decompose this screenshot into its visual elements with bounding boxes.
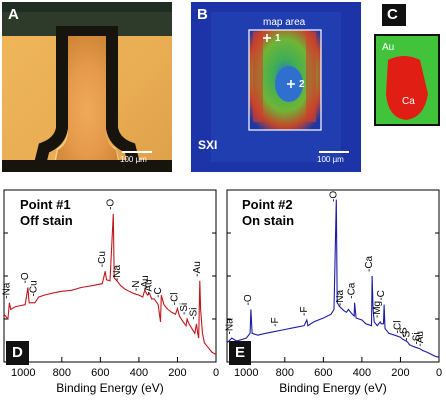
sxi-label: SXI xyxy=(198,138,218,152)
peak-label: -Na xyxy=(335,289,346,306)
peak-label: -C xyxy=(376,290,387,301)
x-tick-label: 0 xyxy=(436,367,442,379)
x-tick-label: 600 xyxy=(91,367,109,379)
peak-label: -Na xyxy=(1,282,12,299)
x-tick-label: 0 xyxy=(213,367,219,379)
peak-label: -S xyxy=(402,330,413,340)
peak-label: -Si xyxy=(179,303,190,315)
peak-label: -O xyxy=(243,294,254,305)
scale-bar-text: 100 µm xyxy=(120,155,147,164)
peak-label: -S xyxy=(399,327,410,337)
peak-label: -N xyxy=(131,281,142,292)
peak-label: -Cl xyxy=(393,321,404,334)
point-1-label: 1 xyxy=(275,33,281,44)
x-tick-label: 200 xyxy=(168,367,186,379)
x-tick-label: 400 xyxy=(130,367,148,379)
peak-label: -O xyxy=(20,272,31,283)
peak-label: -O xyxy=(105,199,116,210)
x-tick-label: 400 xyxy=(353,367,371,379)
peak-label: -Mg xyxy=(372,301,383,318)
spectrum-line xyxy=(226,199,440,358)
x-tick-label: 800 xyxy=(53,367,71,379)
peak-label: -Au xyxy=(192,261,203,277)
micrograph-image xyxy=(2,2,172,172)
peak-label: -Au xyxy=(415,331,426,347)
peak-label: -Cu xyxy=(28,280,39,296)
peak-label: -C xyxy=(153,287,164,298)
peak-label: -Ca xyxy=(347,282,358,299)
peak-label: -F xyxy=(270,317,281,326)
x-tick-label: 200 xyxy=(391,367,409,379)
overlay-image xyxy=(376,36,438,124)
peak-label: -Ca xyxy=(364,255,375,272)
ca-label: Ca xyxy=(402,96,415,107)
peak-label: -Na xyxy=(112,264,123,281)
peak-label: -Au xyxy=(144,279,155,295)
panel-b-sxi-map: B map area 1 2 SXI 100 µm xyxy=(191,2,361,172)
point-2-label: 2 xyxy=(299,79,305,90)
panel-b-label: B xyxy=(197,6,208,23)
x-tick-label: 600 xyxy=(314,367,332,379)
panel-d-title-line1: Point #1 xyxy=(20,197,71,212)
peak-label: -F xyxy=(299,307,310,316)
panel-e-label: E xyxy=(229,341,252,365)
x-tick-label: 800 xyxy=(276,367,294,379)
x-axis-label: Binding Energy (eV) xyxy=(56,381,163,395)
panel-d-label: D xyxy=(6,341,29,365)
x-tick-label: 1000 xyxy=(11,367,35,379)
panel-c-overlay: Au Ca xyxy=(374,34,440,126)
peak-label: -Na xyxy=(224,318,235,335)
x-axis-label: Binding Energy (eV) xyxy=(279,381,386,395)
peak-label: -Si xyxy=(189,308,200,320)
x-tick-label: 1000 xyxy=(234,367,258,379)
panel-e-title-line1: Point #2 xyxy=(242,197,293,212)
spectrum-line xyxy=(3,213,217,355)
peak-label: -O xyxy=(328,191,339,202)
peak-label: -Cu xyxy=(97,251,108,267)
panel-a-label: A xyxy=(8,6,19,23)
scale-bar xyxy=(122,151,152,153)
peak-label: -Si xyxy=(412,332,423,344)
scale-bar-text: 100 µm xyxy=(317,155,344,164)
scale-bar xyxy=(319,151,349,153)
peak-label: -Au xyxy=(140,275,151,291)
panel-c-label: C xyxy=(382,4,406,26)
peak-label: -Cl xyxy=(170,292,181,305)
sxi-map-image xyxy=(191,2,361,172)
panel-d-title-line2: Off stain xyxy=(20,213,73,228)
map-area-label: map area xyxy=(263,17,306,28)
panel-a-micrograph: A 100 µm xyxy=(2,2,172,172)
panel-e-title-line2: On stain xyxy=(242,213,295,228)
au-label: Au xyxy=(382,42,395,53)
